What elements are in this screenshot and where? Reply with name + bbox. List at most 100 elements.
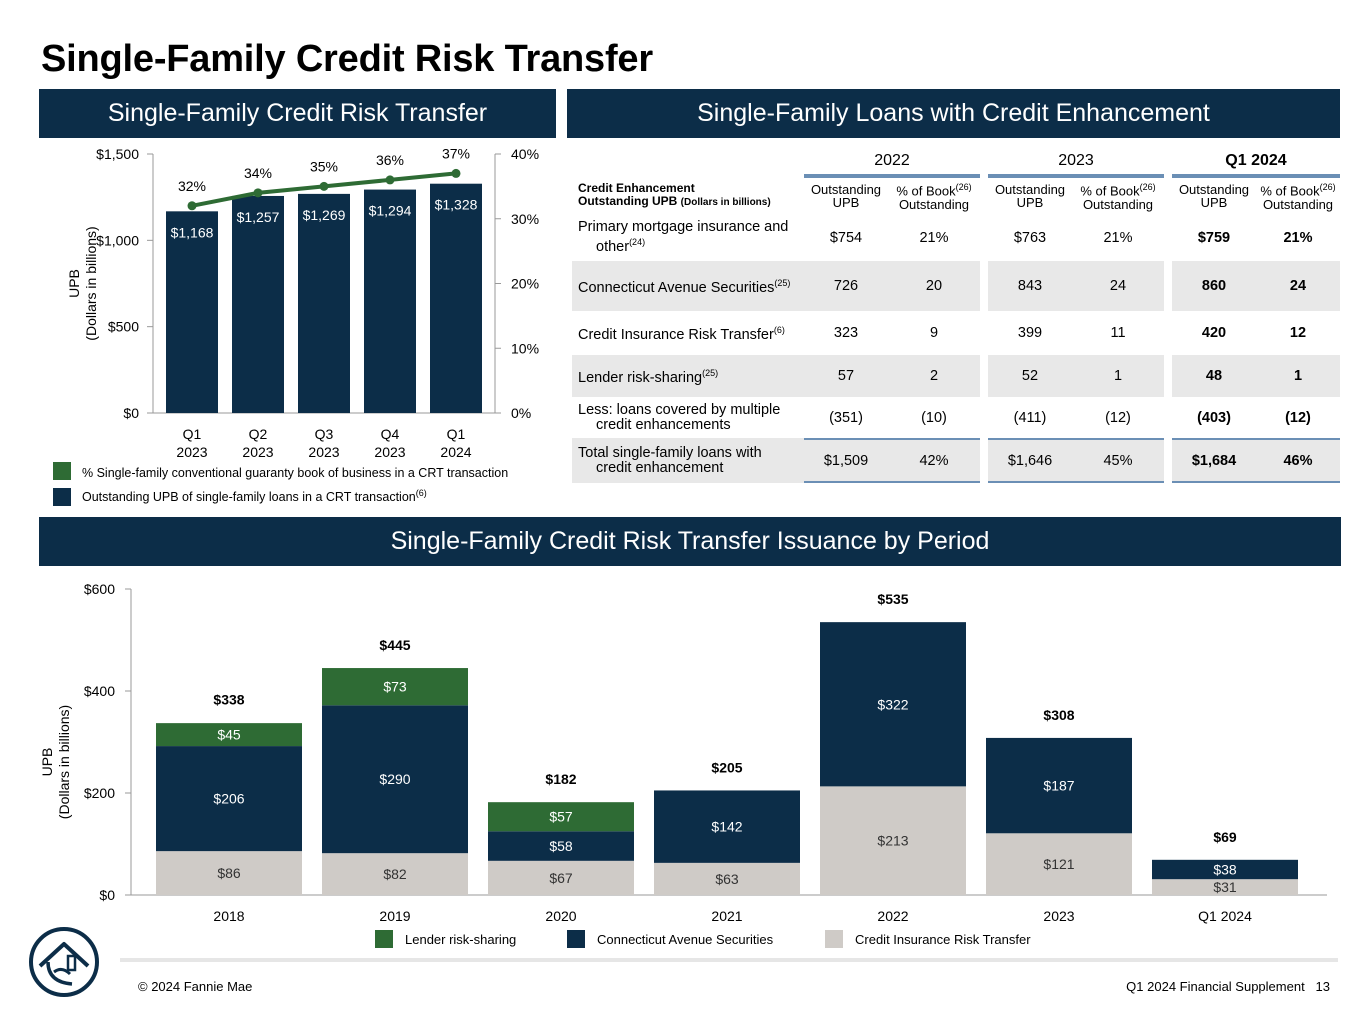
legend-swatch-percent [53,462,71,480]
x-tick-label: 2019 [379,908,410,924]
table-cell: 24 [1072,261,1164,311]
total-label: $338 [213,692,244,708]
table-cell: (10) [921,409,947,426]
table-cell: 21% [919,229,949,246]
bar-segment [156,851,302,895]
bar-crt-upb [364,189,416,413]
legend-label-percent: % Single-family conventional guaranty bo… [82,466,508,480]
row-label: Credit Insurance Risk Transfer(6) [578,325,785,343]
bar-segment [488,860,634,895]
total-label: $445 [379,637,410,653]
bar-value-label: $1,294 [369,203,412,219]
col-header-pct: % of Book(26) Outstanding [888,176,980,214]
table-cell: 843 [988,261,1072,311]
x-tick-label: Q1 [447,426,466,442]
x-tick-label: 2023 [374,444,405,460]
table-cell: (351) [829,409,863,426]
legend-label: Credit Insurance Risk Transfer [855,932,1031,947]
x-tick-label: 2023 [242,444,273,460]
house-logo-icon [29,927,99,997]
y-tick-label: $0 [123,405,139,421]
table-cell: 1 [1072,355,1164,397]
table-cell: 24 [1256,261,1340,311]
bar-crt-upb [232,195,284,413]
table-cell: $759 [1197,229,1231,246]
segment-value-label: $290 [379,771,410,787]
table-cell: (12) [1285,409,1311,426]
enhancement-banner-label: Single-Family Loans with Credit Enhancem… [697,99,1210,127]
row-label: Primary mortgage insurance and other(24) [578,219,789,255]
y2-tick-label: 20% [511,276,539,292]
header-unit: (Dollars in billions) [680,196,771,208]
bar-segment [1152,879,1298,895]
enhancement-table: 2022 2023 Q1 2024 Credit Enhancement Out… [572,148,1340,483]
table-cell: 21% [1283,229,1313,246]
footer-divider [120,958,1338,962]
bar-value-label: $1,257 [237,209,280,225]
row-label: Total single-family loans with credit enh… [572,438,804,483]
bar-crt-upb [298,193,350,413]
credit-enhancement-table: 2022 2023 Q1 2024 Credit Enhancement Out… [572,148,1340,483]
year-header: 2023 [988,148,1164,176]
legend-label-upb: Outstanding UPB of single-family loans i… [82,488,427,504]
bar-segment [654,862,800,895]
copyright: © 2024 Fannie Mae [138,979,253,994]
total-label: $205 [711,759,742,775]
segment-value-label: $57 [549,809,573,825]
segment-value-label: $121 [1043,856,1074,872]
percent-label: 37% [442,145,470,161]
y-axis-label: UPB(Dollars in billions) [66,226,99,340]
x-tick-label: 2020 [545,908,576,924]
issuance-banner-label: Single-Family Credit Risk Transfer Issua… [390,527,990,555]
bar-segment [156,746,302,852]
percent-label: 34% [244,165,272,181]
total-label: $69 [1213,829,1237,845]
header-line-1: Credit Enhancement [578,180,695,195]
bar-segment [1152,859,1298,880]
y2-tick-label: 30% [511,211,539,227]
bar-segment [654,790,800,863]
x-tick-label: Q3 [315,426,334,442]
segment-value-label: $322 [877,696,908,712]
row-label: Connecticut Avenue Securities(25) [572,261,804,311]
crt-banner: Single-Family Credit Risk Transfer [39,89,556,138]
table-cell: $1,646 [988,438,1072,483]
footer-right: Q1 2024 Financial Supplement 13 [1126,979,1330,994]
y-tick-label: $500 [108,319,139,335]
crt-percent-point [253,188,263,198]
table-cell: 57 [804,355,888,397]
bar-value-label: $1,269 [303,207,346,223]
table-cell: 42% [888,438,980,483]
bar-value-label: $1,328 [435,197,478,213]
bar-segment [488,831,634,861]
crt-percent-point [451,168,461,178]
table-cell: 399 [1017,325,1043,341]
y-axis-label: UPB(Dollars in billions) [39,705,72,819]
table-row: Lender risk-sharing(25) 57 2 52 1 48 1 [572,355,1340,397]
x-tick-label: Q2 [249,426,268,442]
col-header-upb: Outstanding UPB [804,176,888,214]
table-cell: 52 [988,355,1072,397]
table-cell: 12 [1289,325,1307,341]
segment-value-label: $213 [877,833,908,849]
table-cell: (411) [1013,409,1047,426]
crt-percent-point [385,175,395,185]
segment-value-label: $86 [217,865,241,881]
table-cell: 21% [1103,229,1133,246]
percent-label: 36% [376,152,404,168]
segment-value-label: $31 [1213,879,1237,895]
segment-value-label: $63 [715,871,739,887]
y-tick-label: $1,500 [96,146,139,162]
issuance-chart: $0 $200 $400 $600 UPB(Dollars in billions) $8… [39,581,1327,948]
table-cell: 726 [804,261,888,311]
x-tick-label: 2022 [877,908,908,924]
row-label: Lender risk-sharing(25) [572,355,804,397]
page-number: 13 [1315,979,1330,994]
y2-tick-label: 0% [511,405,531,421]
year-header: 2022 [804,148,980,176]
y-tick-label: $0 [99,887,115,903]
percent-label: 32% [178,178,206,194]
segment-value-label: $58 [549,838,573,854]
bar-segment [820,622,966,787]
col-header-pct: % of Book(26) Outstanding [1256,176,1340,214]
